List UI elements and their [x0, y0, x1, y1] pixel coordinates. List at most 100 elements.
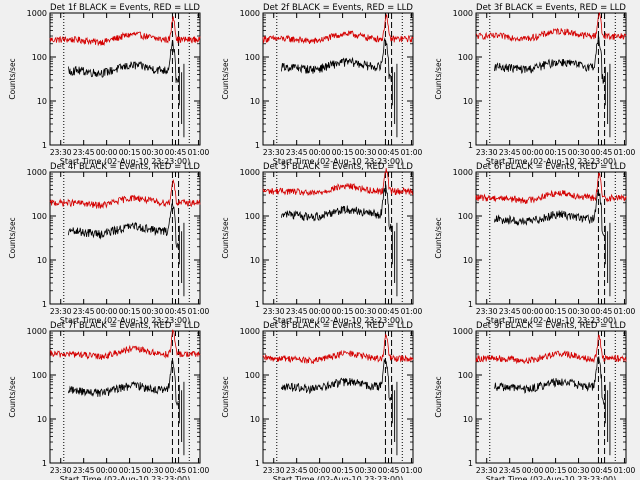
- x-tick-label: 00:00: [522, 148, 544, 157]
- y-tick-label: 100: [245, 212, 260, 221]
- y-tick-label: 1: [255, 300, 260, 309]
- x-tick-label: 00:30: [568, 307, 590, 316]
- y-tick-label: 10: [463, 97, 473, 106]
- y-tick-label: 1: [468, 459, 473, 468]
- detector-panel-6: Det 6f BLACK = Events, RED = LLD 1 10 100 10…: [434, 162, 635, 325]
- events-trace: [494, 34, 605, 84]
- y-tick-label: 100: [245, 53, 260, 62]
- panel-title: Det 9f BLACK = Events, RED = LLD: [476, 321, 626, 331]
- y-tick-label: 10: [463, 256, 473, 265]
- y-axis-label: Counts/sec: [221, 376, 230, 417]
- lld-trace: [475, 172, 627, 205]
- lld-trace: [475, 334, 627, 365]
- events-trace: [68, 202, 179, 249]
- detector-panel-2: Det 2f BLACK = Events, RED = LLD 1 10 100 10…: [221, 3, 422, 166]
- plot-frame: [49, 12, 201, 146]
- x-tick-label: 01:00: [188, 148, 210, 157]
- y-tick-label: 100: [32, 371, 47, 380]
- y-tick-label: 10: [250, 97, 260, 106]
- detector-panel-7: Det 7f BLACK = Events, RED = LLD 1 10 100 10…: [8, 321, 209, 480]
- x-tick-label: 00:30: [568, 466, 590, 475]
- events-trace: [494, 356, 605, 406]
- y-axis-label: Counts/sec: [434, 376, 443, 417]
- x-tick-label: 23:45: [499, 148, 521, 157]
- x-tick-label: 00:15: [545, 466, 567, 475]
- y-tick-label: 1: [42, 141, 47, 150]
- x-axis-label: Start Time (02-Aug-10 23:23:00): [60, 157, 191, 166]
- x-tick-label: 00:45: [165, 148, 187, 157]
- x-tick-label: 23:45: [286, 307, 308, 316]
- x-tick-label: 01:00: [401, 148, 423, 157]
- x-axis-label: Start Time (02-Aug-10 23:23:00): [273, 157, 404, 166]
- panel-title: Det 8f BLACK = Events, RED = LLD: [263, 321, 413, 331]
- x-tick-label: 00:15: [545, 148, 567, 157]
- panel-title: Det 1f BLACK = Events, RED = LLD: [50, 3, 200, 13]
- x-tick-label: 00:00: [96, 148, 118, 157]
- y-axis-label: Counts/sec: [221, 58, 230, 99]
- events-trace: [281, 358, 392, 401]
- x-tick-label: 00:00: [309, 307, 331, 316]
- x-tick-label: 00:45: [378, 148, 400, 157]
- x-tick-label: 00:30: [142, 466, 164, 475]
- x-tick-label: 00:30: [355, 148, 377, 157]
- y-tick-label: 1: [468, 141, 473, 150]
- x-tick-label: 23:30: [263, 466, 285, 475]
- y-tick-label: 1: [468, 300, 473, 309]
- lld-trace: [49, 329, 201, 360]
- x-tick-label: 00:30: [142, 148, 164, 157]
- x-tick-label: 00:15: [545, 307, 567, 316]
- x-tick-label: 01:00: [614, 466, 636, 475]
- x-tick-label: 23:30: [476, 307, 498, 316]
- detector-panel-1: Det 1f BLACK = Events, RED = LLD 1 10 100 10…: [8, 3, 209, 166]
- y-tick-label: 100: [245, 371, 260, 380]
- y-tick-label: 1: [255, 459, 260, 468]
- x-tick-label: 23:45: [499, 466, 521, 475]
- x-tick-label: 01:00: [401, 466, 423, 475]
- panel-title: Det 2f BLACK = Events, RED = LLD: [263, 3, 413, 13]
- plot-frame: [49, 171, 201, 305]
- x-tick-label: 00:15: [332, 307, 354, 316]
- x-tick-label: 00:00: [522, 466, 544, 475]
- x-tick-label: 00:30: [568, 148, 590, 157]
- x-tick-label: 23:45: [73, 148, 95, 157]
- x-tick-label: 00:00: [309, 148, 331, 157]
- y-tick-label: 10: [250, 256, 260, 265]
- x-tick-label: 23:30: [50, 148, 72, 157]
- plot-frame: [475, 171, 627, 305]
- x-tick-label: 00:15: [332, 148, 354, 157]
- y-axis-label: Counts/sec: [434, 58, 443, 99]
- y-tick-label: 100: [458, 53, 473, 62]
- plot-frame: [262, 171, 414, 305]
- lld-trace: [475, 11, 627, 43]
- panel-title: Det 6f BLACK = Events, RED = LLD: [476, 162, 626, 172]
- x-tick-label: 00:15: [332, 466, 354, 475]
- x-tick-label: 01:00: [188, 307, 210, 316]
- x-tick-label: 00:45: [591, 307, 613, 316]
- events-trace: [68, 40, 179, 83]
- lld-trace: [49, 179, 201, 209]
- x-tick-label: 23:30: [263, 148, 285, 157]
- x-tick-label: 00:45: [165, 307, 187, 316]
- events-trace: [281, 37, 392, 82]
- x-tick-label: 00:30: [142, 307, 164, 316]
- x-tick-label: 01:00: [188, 466, 210, 475]
- x-tick-label: 00:00: [309, 466, 331, 475]
- x-tick-label: 23:45: [499, 307, 521, 316]
- plot-frame: [475, 330, 627, 464]
- plot-frame: [49, 330, 201, 464]
- y-tick-label: 1: [42, 459, 47, 468]
- y-tick-label: 10: [37, 415, 47, 424]
- plot-frame: [475, 12, 627, 146]
- y-axis-label: Counts/sec: [8, 217, 17, 258]
- x-tick-label: 00:45: [591, 466, 613, 475]
- x-tick-label: 00:00: [96, 307, 118, 316]
- x-tick-label: 01:00: [614, 307, 636, 316]
- events-trace: [494, 188, 605, 237]
- x-tick-label: 00:30: [355, 466, 377, 475]
- x-tick-label: 00:15: [119, 148, 141, 157]
- y-tick-label: 1000: [453, 9, 473, 18]
- x-axis-label: Start Time (02-Aug-10 23:23:00): [486, 157, 617, 166]
- x-tick-label: 23:45: [286, 148, 308, 157]
- detector-panel-8: Det 8f BLACK = Events, RED = LLD 1 10 100 10…: [221, 321, 422, 480]
